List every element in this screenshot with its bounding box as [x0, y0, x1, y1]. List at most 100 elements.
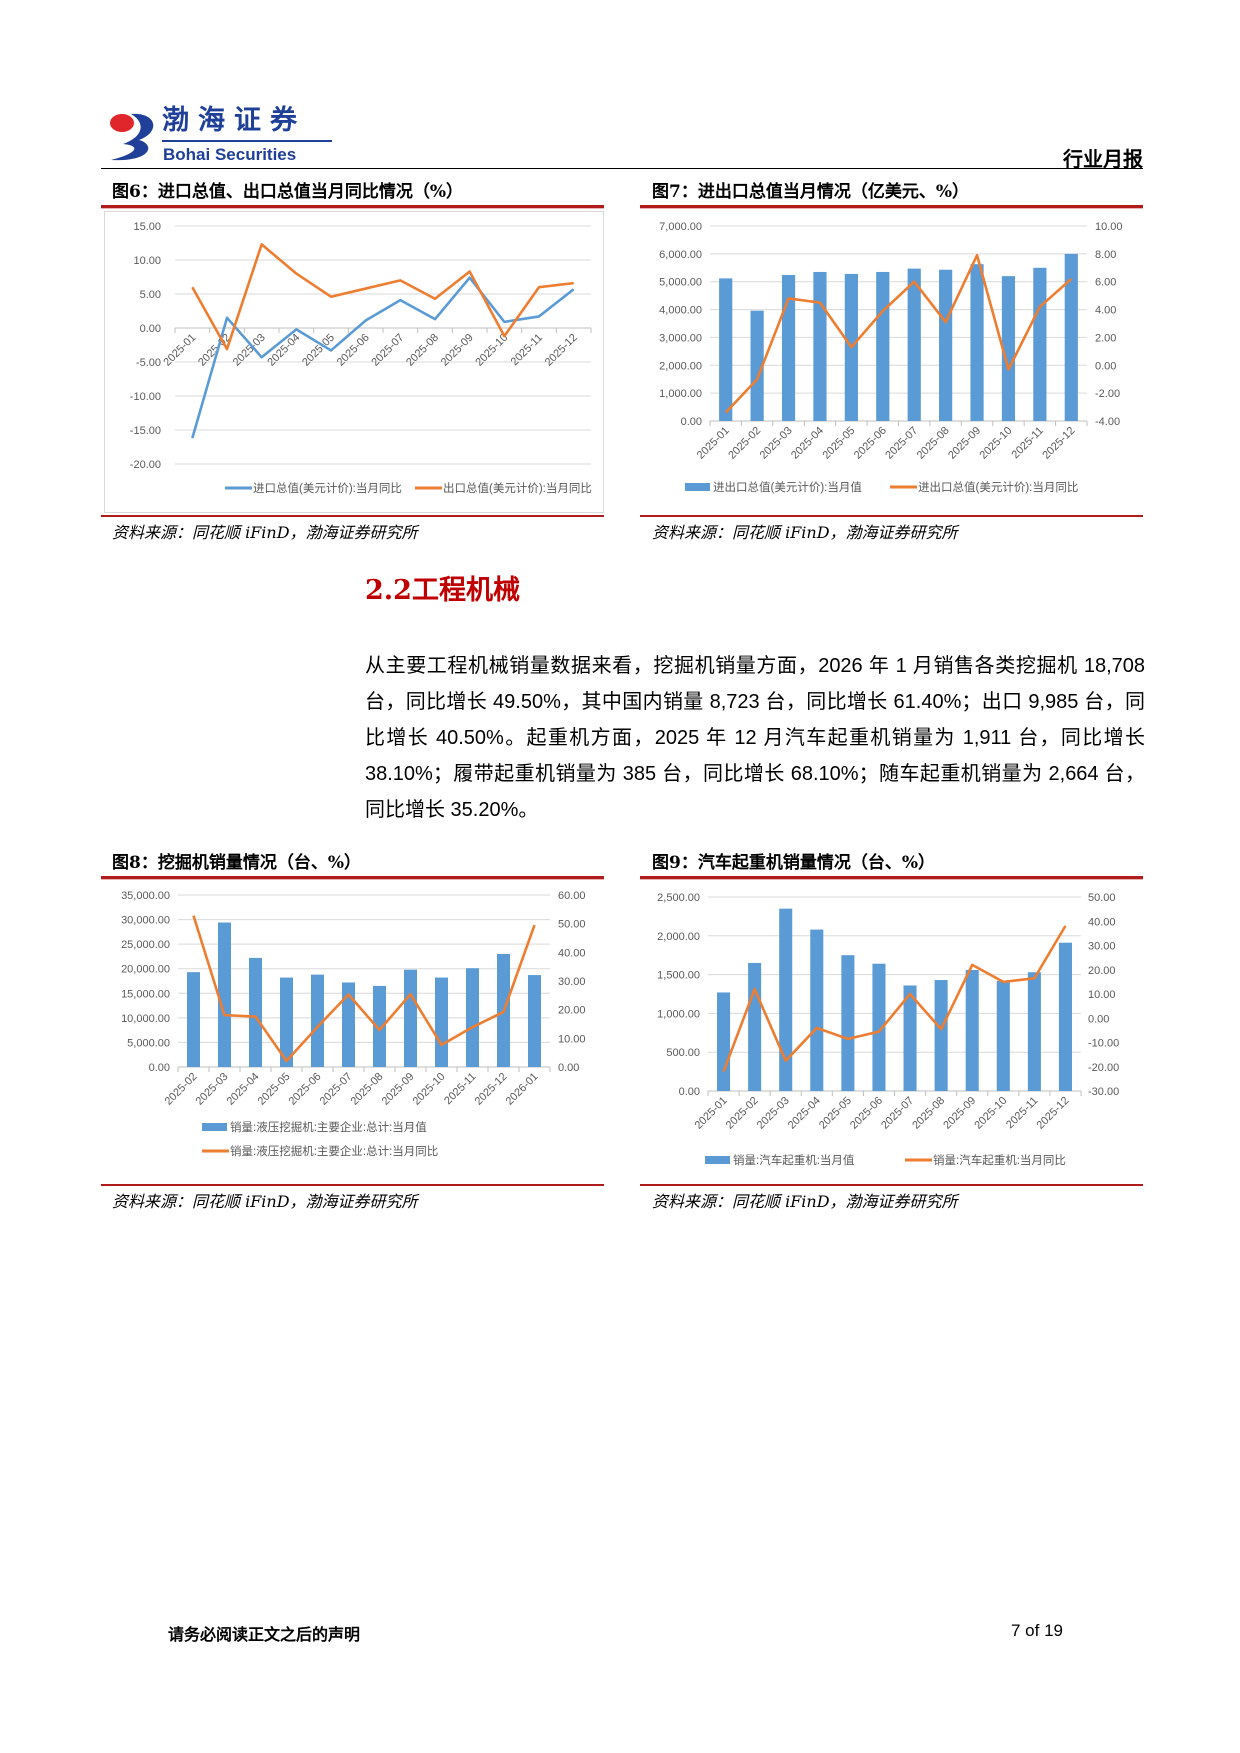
figure-7-chart: 7,000.00 6,000.00 5,000.00 4,000.00 3,000.00…	[659, 221, 1123, 494]
bar	[717, 992, 731, 1091]
x-tick-label: 2025-04	[225, 1071, 262, 1108]
bar	[186, 972, 201, 1067]
y-tick-label: 4,000.00	[659, 305, 702, 317]
x-tick-label: 2025-01	[695, 425, 732, 462]
x-tick-label: 2025-08	[910, 1095, 947, 1132]
footer-disclaimer: 请务必阅读正文之后的声明	[168, 1625, 361, 1644]
bar	[310, 974, 325, 1067]
bar	[970, 264, 984, 421]
figure-8-title: 图8：挖掘机销量情况（台、%）	[112, 853, 361, 873]
legend-label: 销量:汽车起重机:当月值	[733, 1153, 855, 1167]
figure-8-chart: 35,000.00 30,000.00 25,000.00 20,000.00 15,0…	[121, 890, 586, 1158]
legend-swatch-bar	[705, 1156, 730, 1164]
x-tick-label: 2025-08	[349, 1071, 386, 1108]
bar	[1027, 972, 1041, 1091]
bar	[841, 955, 855, 1091]
bar	[781, 275, 796, 421]
y2-tick-label: 60.00	[558, 890, 586, 902]
y-tick-label: 25,000.00	[121, 939, 170, 951]
y2-tick-label: -20.00	[1088, 1062, 1119, 1074]
series-line	[192, 915, 536, 1063]
logo	[105, 110, 161, 164]
x-tick-label: 2025-09	[380, 1071, 417, 1108]
x-tick-label: 2025-03	[758, 425, 795, 462]
x-tick-label: 2025-09	[946, 425, 983, 462]
y-tick-label: 10.00	[133, 255, 161, 267]
x-tick-label: 2025-10	[972, 1095, 1009, 1132]
figure-9-top-rule	[640, 876, 1143, 880]
y-tick-label: 500.00	[666, 1047, 700, 1059]
y2-tick-label: 10.00	[558, 1033, 586, 1045]
legend-label: 销量:汽车起重机:当月同比	[933, 1153, 1066, 1167]
bar	[1033, 267, 1047, 421]
y2-tick-label: 10.00	[1088, 989, 1116, 1001]
bar	[903, 985, 917, 1091]
figure-6-bottom-rule	[101, 515, 604, 517]
bar	[907, 268, 921, 421]
bar	[810, 929, 824, 1091]
bar	[372, 985, 387, 1067]
y2-tick-label: 20.00	[1088, 965, 1116, 977]
y2-tick-label: 0.00	[1095, 360, 1116, 372]
y-tick-label: 30,000.00	[121, 915, 170, 927]
y-tick-label: 7,000.00	[659, 221, 702, 233]
y2-tick-label: 6.00	[1095, 277, 1116, 289]
y-tick-label: 2,000.00	[657, 931, 700, 943]
figure-9-title: 图9：汽车起重机销量情况（台、%）	[652, 853, 935, 873]
bar	[1001, 276, 1016, 421]
bar	[934, 980, 948, 1091]
bar	[876, 271, 890, 421]
y-tick-label: 2,500.00	[657, 892, 700, 904]
bar	[750, 310, 764, 421]
y2-tick-label: -10.00	[1088, 1038, 1119, 1050]
bar	[279, 977, 294, 1067]
series-line	[191, 276, 575, 439]
y-tick-label: 1,500.00	[657, 970, 700, 982]
y-tick-label: 0.00	[140, 323, 161, 335]
logo-english-name: Bohai Securities	[163, 145, 297, 164]
y-tick-label: -5.00	[136, 357, 161, 369]
bar	[527, 975, 542, 1067]
figure-9-chart: 2,500.00 2,000.00 1,500.00 1,000.00 500.00 0.…	[657, 892, 1119, 1167]
y2-tick-label: 40.00	[558, 947, 586, 959]
legend-label: 销量:液压挖掘机:主要企业:总计:当月同比	[230, 1144, 438, 1158]
bar	[748, 962, 762, 1091]
series-line	[722, 925, 1067, 1073]
figure-8-source: 资料来源：同花顺 iFinD，渤海证券研究所	[112, 1192, 418, 1211]
x-tick-label: 2025-12	[1040, 425, 1077, 462]
y-tick-label: 10,000.00	[121, 1013, 170, 1025]
body-paragraph: 从主要工程机械销量数据来看，挖掘机销量方面，2026 年 1 月销售各类挖掘机 …	[365, 655, 1145, 821]
legend-label: 出口总值(美元计价):当月同比	[443, 481, 592, 495]
y-tick-label: -20.00	[130, 459, 161, 471]
x-tick-label: 2025-02	[726, 425, 763, 462]
figure-6-source: 资料来源：同花顺 iFinD，渤海证券研究所	[112, 523, 418, 542]
y-tick-label: 0.00	[679, 1086, 700, 1098]
y-tick-label: 0.00	[149, 1062, 170, 1074]
y-tick-label: 1,000.00	[657, 1008, 700, 1020]
x-tick-label: 2025-03	[755, 1095, 792, 1132]
x-tick-label: 2025-06	[852, 425, 889, 462]
y2-tick-label: 30.00	[558, 976, 586, 988]
x-tick-label: 2025-12	[543, 332, 580, 369]
x-tick-label: 2025-07	[883, 425, 920, 462]
x-tick-label: 2025-03	[231, 332, 268, 369]
figure-7-title: 图7：进出口总值当月情况（亿美元、%）	[652, 182, 969, 202]
series-line	[724, 253, 1073, 414]
x-tick-label: 2025-12	[1035, 1095, 1072, 1132]
bar	[1058, 942, 1072, 1091]
y-tick-label: 35,000.00	[121, 890, 170, 902]
y2-tick-label: 10.00	[1095, 221, 1123, 233]
bar	[1064, 253, 1078, 421]
x-tick-label: 2025-09	[941, 1095, 978, 1132]
y-tick-label: 2,000.00	[659, 360, 702, 372]
bar	[217, 922, 232, 1067]
x-tick-label: 2025-08	[404, 332, 441, 369]
x-tick-label: 2025-06	[848, 1095, 885, 1132]
x-tick-label: 2025-06	[335, 332, 372, 369]
figure-6-top-rule	[101, 205, 604, 209]
y2-tick-label: 2.00	[1095, 332, 1116, 344]
x-tick-label: 2025-04	[786, 1095, 823, 1132]
bar	[872, 963, 886, 1091]
bar	[996, 980, 1010, 1091]
x-tick-label: 2025-07	[318, 1071, 355, 1108]
